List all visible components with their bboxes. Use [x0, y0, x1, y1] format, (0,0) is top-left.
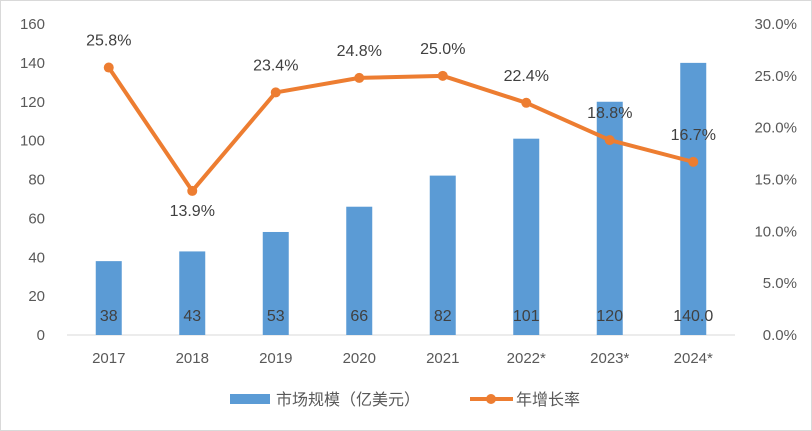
right-axis-tick-label: 30.0% [754, 16, 797, 33]
legend-line-label: 年增长率 [516, 391, 580, 409]
bar [429, 175, 456, 335]
right-axis-tick-label: 5.0% [763, 275, 797, 292]
legend-bar-swatch [230, 394, 270, 404]
line-data-label: 24.8% [337, 43, 382, 60]
left-axis-tick-label: 140 [20, 55, 45, 72]
bar [262, 231, 289, 335]
line-marker [103, 62, 114, 73]
bar [95, 261, 122, 335]
line-marker [437, 70, 448, 81]
line-data-label: 25.0% [420, 41, 465, 58]
x-axis-tick-label: 2022* [507, 350, 546, 367]
line-marker [521, 97, 532, 108]
bar [513, 138, 540, 335]
x-axis-tick-label: 2024* [674, 350, 713, 367]
line-data-label: 22.4% [504, 68, 549, 85]
x-axis-tick-label: 2021 [426, 350, 459, 367]
left-axis-tick-label: 120 [20, 94, 45, 111]
growth-line [107, 66, 694, 193]
line-data-label: 23.4% [253, 57, 298, 74]
x-axis-tick-label: 2018 [176, 350, 209, 367]
left-axis-tick-label: 60 [28, 210, 45, 227]
line-data-label: 16.7% [671, 127, 716, 144]
left-axis-tick-label: 80 [28, 172, 45, 189]
left-axis-tick-label: 160 [20, 16, 45, 33]
left-axis-tick-label: 0 [37, 327, 45, 344]
bar-data-label: 82 [434, 308, 452, 325]
line-marker [187, 185, 198, 196]
x-axis-tick-label: 2020 [343, 350, 376, 367]
bar [179, 251, 206, 335]
x-axis-tick-label: 2017 [92, 350, 125, 367]
line-data-label: 13.9% [170, 203, 215, 220]
bar [346, 206, 373, 335]
right-axis-tick-label: 20.0% [754, 120, 797, 137]
line-data-label: 18.8% [587, 105, 632, 122]
bar-data-label: 101 [513, 308, 540, 325]
line-marker [688, 156, 699, 167]
left-axis-tick-label: 40 [28, 249, 45, 266]
right-axis-tick-label: 15.0% [754, 172, 797, 189]
bar-data-label: 140.0 [673, 308, 713, 325]
legend-line-marker [486, 394, 496, 404]
x-axis-tick-label: 2023* [590, 350, 629, 367]
bar [680, 62, 707, 335]
right-axis-tick-label: 25.0% [754, 68, 797, 85]
bar-data-label: 38 [100, 308, 118, 325]
x-axis-tick-label: 2019 [259, 350, 292, 367]
left-axis-tick-label: 20 [28, 288, 45, 305]
line-marker [270, 87, 281, 98]
line-marker [354, 72, 365, 83]
bar-data-label: 43 [183, 308, 201, 325]
left-axis-tick-label: 100 [20, 133, 45, 150]
right-axis-tick-label: 0.0% [763, 327, 797, 344]
right-axis-tick-label: 10.0% [754, 223, 797, 240]
bar-data-label: 120 [596, 308, 623, 325]
line-marker [604, 135, 615, 146]
legend-bar-label: 市场规模（亿美元） [276, 391, 420, 409]
bar-data-label: 66 [350, 308, 368, 325]
bar-data-label: 53 [267, 308, 285, 325]
line-data-label: 25.8% [86, 33, 131, 50]
